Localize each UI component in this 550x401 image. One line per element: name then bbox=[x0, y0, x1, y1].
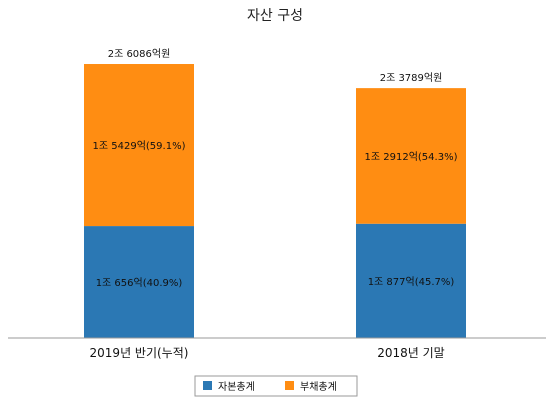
legend: 자본총계 부채총계 bbox=[194, 375, 358, 397]
data-label-equity-1: 1조 656억(40.9%) bbox=[96, 277, 183, 289]
legend-frame bbox=[194, 375, 358, 397]
legend-label-liabilities: 부채총계 bbox=[300, 381, 337, 393]
total-label-1: 2조 6086억원 bbox=[108, 48, 171, 60]
legend-swatch-equity bbox=[203, 381, 212, 390]
bar-liabilities-2 bbox=[356, 88, 466, 224]
data-label-liabilities-1: 1조 5429억(59.1%) bbox=[93, 140, 186, 152]
bar-equity-1 bbox=[84, 226, 194, 338]
total-label-2: 2조 3789억원 bbox=[380, 72, 443, 84]
category-label-1: 2019년 반기(누적) bbox=[90, 346, 189, 360]
chart-title: 자산 구성 bbox=[247, 8, 303, 24]
data-label-liabilities-2: 1조 2912억(54.3%) bbox=[365, 151, 458, 163]
legend-swatch-liabilities bbox=[285, 381, 294, 390]
bars-group: 1조 656억(40.9%) 1조 5429억(59.1%) 2조 6086억원 1조… bbox=[84, 48, 466, 338]
category-label-2: 2018년 기말 bbox=[377, 346, 444, 360]
bar-equity-2 bbox=[356, 223, 466, 338]
bar-liabilities-1 bbox=[84, 64, 194, 227]
legend-label-equity: 자본총계 bbox=[218, 381, 255, 393]
data-label-equity-2: 1조 877억(45.7%) bbox=[368, 276, 455, 288]
